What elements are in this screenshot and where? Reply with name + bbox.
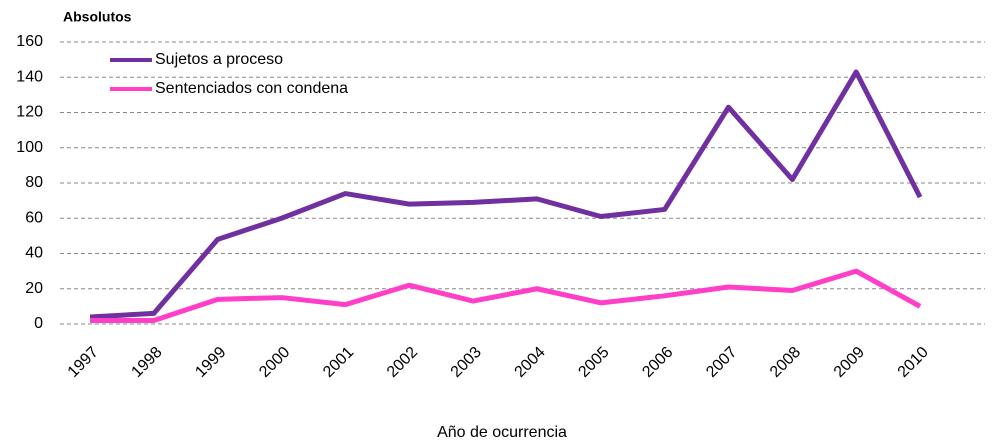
y-axis-label: Absolutos xyxy=(63,9,132,25)
y-tick-label: 0 xyxy=(34,315,43,332)
x-tick-label: 2010 xyxy=(895,344,932,381)
x-tick-label: 2008 xyxy=(767,344,804,381)
x-tick-label: 2002 xyxy=(384,344,421,381)
x-tick-label: 2009 xyxy=(831,344,868,381)
y-tick-label: 40 xyxy=(25,245,43,262)
x-tick-label: 2007 xyxy=(703,344,740,381)
y-tick-label: 80 xyxy=(25,174,43,191)
x-tick-label: 1999 xyxy=(192,344,229,381)
x-tick-label: 1997 xyxy=(65,344,102,381)
x-tick-label: 2004 xyxy=(512,344,549,381)
y-tick-label: 160 xyxy=(16,33,43,50)
y-tick-label: 100 xyxy=(16,139,43,156)
x-tick-label: 2006 xyxy=(639,344,676,381)
x-tick-label: 2003 xyxy=(448,344,485,381)
x-tick-label: 1998 xyxy=(128,344,165,381)
y-tick-label: 140 xyxy=(16,68,43,85)
line xyxy=(89,69,923,320)
y-tick-label: 20 xyxy=(25,280,43,297)
x-tick-label: 2005 xyxy=(575,344,612,381)
y-tick-label: 120 xyxy=(16,104,43,121)
y-tick-label: 60 xyxy=(25,209,43,226)
x-axis-label: Año de ocurrencia xyxy=(437,424,567,441)
line xyxy=(90,268,922,323)
legend-label: Sujetos a proceso xyxy=(155,51,283,68)
x-tick-label: 2001 xyxy=(320,344,357,381)
legend-label: Sentenciados con condena xyxy=(155,80,348,97)
x-tick-label: 2000 xyxy=(256,344,293,381)
